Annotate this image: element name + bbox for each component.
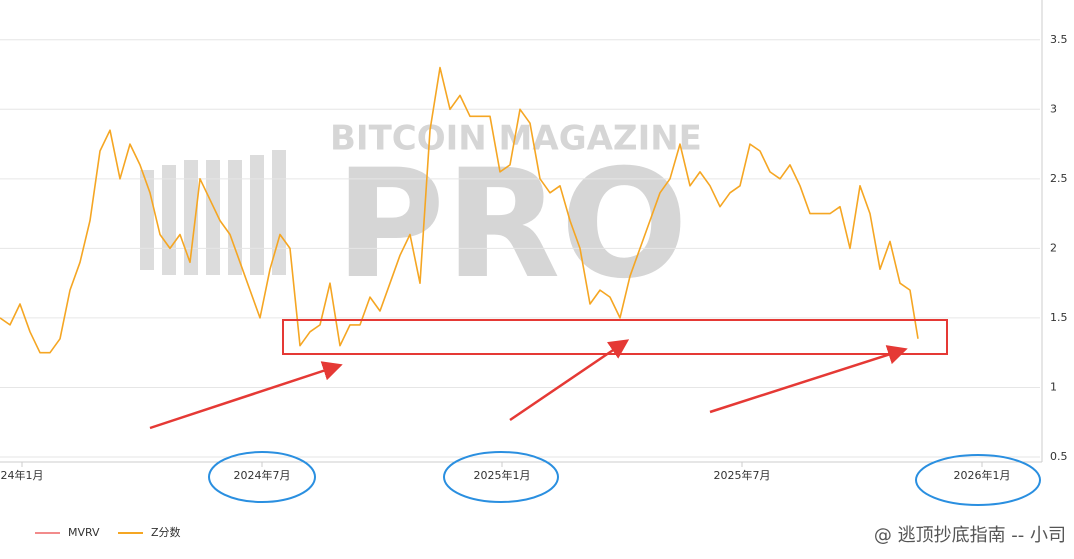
arrow — [509, 339, 630, 422]
x-tick-label: 24年1月 — [1, 468, 44, 482]
legend: MVRV Z分数 — [35, 526, 181, 539]
legend-label: Z分数 — [151, 526, 181, 539]
arrows — [149, 339, 908, 430]
ellipses — [208, 451, 1041, 506]
circle-mark — [208, 451, 316, 503]
arrow — [149, 361, 343, 430]
legend-label: MVRV — [68, 526, 100, 539]
x-tick-label: 2025年7月 — [714, 468, 771, 482]
y-tick-label: 1 — [1050, 380, 1057, 393]
arrow — [709, 345, 908, 414]
circle-mark — [443, 451, 559, 503]
footer: @ 逃顶抄底指南 -- 小司 — [874, 525, 1066, 546]
watermark-bars — [140, 150, 286, 275]
x-tick-label: 2024年7月 — [234, 468, 291, 482]
y-tick-label: 3.5 — [1050, 33, 1068, 46]
y-tick-label: 1.5 — [1050, 311, 1068, 324]
y-tick-label: 2 — [1050, 241, 1057, 254]
watermark-text: PRO — [335, 138, 688, 312]
watermark-text: BITCOIN MAGAZINE — [330, 119, 702, 159]
y-tick-label: 2.5 — [1050, 172, 1068, 185]
circle-mark — [915, 454, 1041, 506]
series-line — [0, 66, 919, 354]
watermark: BITCOIN MAGAZINE PRO — [140, 119, 702, 312]
y-tick-label: 0.5 — [1050, 450, 1068, 463]
x-tick-label: 2025年1月 — [474, 468, 531, 482]
x-tick-label: 2026年1月 — [954, 468, 1011, 482]
y-tick-label: 3 — [1050, 102, 1057, 115]
